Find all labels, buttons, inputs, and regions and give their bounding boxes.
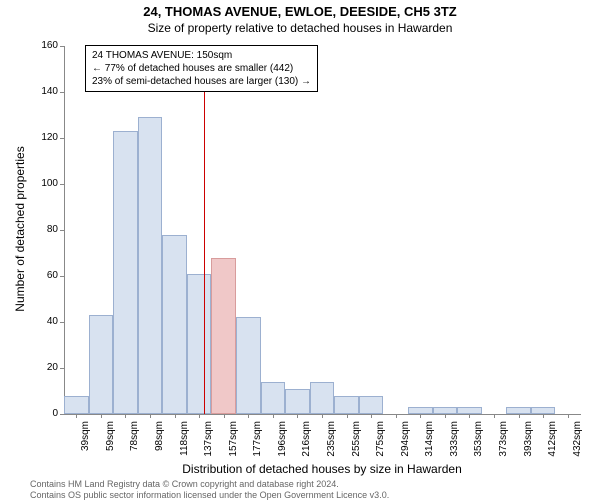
histogram-bar — [138, 117, 163, 414]
x-tick-label: 235sqm — [326, 421, 337, 469]
y-tick — [60, 184, 64, 185]
histogram-bar — [236, 317, 261, 414]
x-tick-label: 177sqm — [252, 421, 263, 469]
x-tick — [150, 414, 151, 418]
x-tick — [396, 414, 397, 418]
x-tick — [519, 414, 520, 418]
x-tick-label: 118sqm — [179, 421, 190, 469]
x-tick — [347, 414, 348, 418]
y-tick-label: 0 — [28, 408, 58, 419]
histogram-bar — [433, 407, 458, 414]
x-tick — [76, 414, 77, 418]
marker-line — [204, 46, 205, 414]
y-tick-label: 80 — [28, 224, 58, 235]
annotation-line-3: 23% of semi-detached houses are larger (… — [92, 75, 311, 88]
footer-line-2: Contains OS public sector information li… — [30, 490, 389, 500]
x-tick-label: 373sqm — [498, 421, 509, 469]
histogram-bar — [162, 235, 187, 414]
x-tick — [101, 414, 102, 418]
x-tick — [543, 414, 544, 418]
x-tick-label: 196sqm — [277, 421, 288, 469]
y-tick — [60, 368, 64, 369]
x-tick-label: 216sqm — [301, 421, 312, 469]
x-tick — [420, 414, 421, 418]
chart-container: 24, THOMAS AVENUE, EWLOE, DEESIDE, CH5 3… — [0, 4, 600, 504]
x-tick-label: 412sqm — [547, 421, 558, 469]
histogram-bar — [113, 131, 138, 414]
x-tick — [494, 414, 495, 418]
x-tick — [125, 414, 126, 418]
x-tick — [445, 414, 446, 418]
x-tick-label: 39sqm — [80, 421, 91, 469]
x-tick-label: 78sqm — [129, 421, 140, 469]
y-tick-label: 140 — [28, 86, 58, 97]
page-subtitle: Size of property relative to detached ho… — [0, 21, 600, 35]
x-tick-label: 98sqm — [154, 421, 165, 469]
footer-line-1: Contains HM Land Registry data © Crown c… — [30, 479, 339, 489]
y-tick — [60, 138, 64, 139]
x-tick-label: 314sqm — [424, 421, 435, 469]
histogram-bar — [187, 274, 212, 414]
page-title: 24, THOMAS AVENUE, EWLOE, DEESIDE, CH5 3… — [0, 4, 600, 19]
x-tick — [568, 414, 569, 418]
x-tick — [224, 414, 225, 418]
histogram-bar — [310, 382, 335, 414]
histogram-bar — [457, 407, 482, 414]
histogram-bar — [531, 407, 556, 414]
x-tick-label: 275sqm — [375, 421, 386, 469]
x-tick-label: 353sqm — [473, 421, 484, 469]
x-tick — [297, 414, 298, 418]
y-tick — [60, 322, 64, 323]
x-tick-label: 333sqm — [449, 421, 460, 469]
x-tick-label: 157sqm — [228, 421, 239, 469]
histogram-bar — [285, 389, 310, 414]
histogram-bar — [64, 396, 89, 414]
x-tick-label: 59sqm — [105, 421, 116, 469]
x-tick-label: 255sqm — [351, 421, 362, 469]
histogram-bar — [89, 315, 114, 414]
histogram-bar — [211, 258, 236, 414]
y-tick-label: 20 — [28, 362, 58, 373]
x-tick — [175, 414, 176, 418]
y-tick — [60, 414, 64, 415]
y-tick — [60, 46, 64, 47]
histogram-bar — [359, 396, 384, 414]
histogram-bar — [334, 396, 359, 414]
x-tick — [199, 414, 200, 418]
x-tick-label: 137sqm — [203, 421, 214, 469]
x-tick — [469, 414, 470, 418]
y-tick — [60, 230, 64, 231]
y-axis-label: Number of detached properties — [13, 129, 27, 329]
x-tick — [273, 414, 274, 418]
histogram-bar — [506, 407, 531, 414]
annotation-line-1: 24 THOMAS AVENUE: 150sqm — [92, 49, 311, 62]
x-tick-label: 393sqm — [523, 421, 534, 469]
y-tick-label: 120 — [28, 132, 58, 143]
y-tick-label: 40 — [28, 316, 58, 327]
y-tick — [60, 276, 64, 277]
x-tick — [248, 414, 249, 418]
y-tick — [60, 92, 64, 93]
annotation-line-2: ← 77% of detached houses are smaller (44… — [92, 62, 311, 75]
y-tick-label: 100 — [28, 178, 58, 189]
histogram-bar — [261, 382, 286, 414]
y-tick-label: 160 — [28, 40, 58, 51]
annotation-box: 24 THOMAS AVENUE: 150sqm ← 77% of detach… — [85, 45, 318, 92]
x-tick-label: 432sqm — [572, 421, 583, 469]
x-tick — [322, 414, 323, 418]
x-tick-label: 294sqm — [400, 421, 411, 469]
x-tick — [371, 414, 372, 418]
y-tick-label: 60 — [28, 270, 58, 281]
histogram-bar — [408, 407, 433, 414]
